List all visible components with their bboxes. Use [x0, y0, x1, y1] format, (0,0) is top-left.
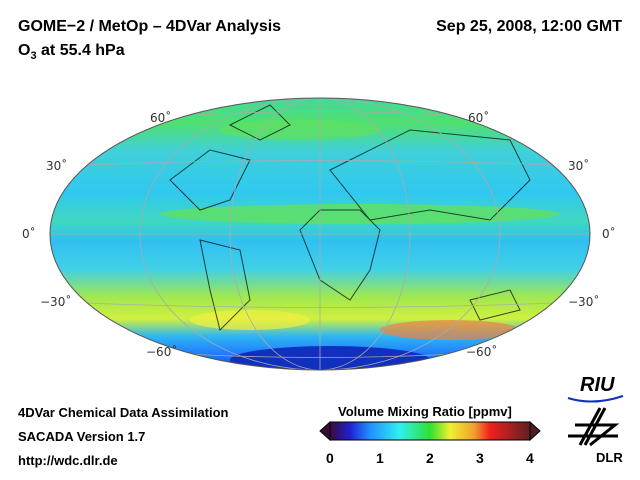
- lat-label-30s-left: −30˚: [40, 295, 72, 309]
- footer-line-2: SACADA Version 1.7: [18, 429, 146, 444]
- species-level: O3 at 55.4 hPa: [18, 42, 125, 62]
- lat-label-30n-left: 30˚: [46, 159, 68, 173]
- riu-logo-wave: [567, 395, 624, 403]
- lat-label-30n-right: 30˚: [568, 159, 590, 173]
- pressure-level: at 55.4 hPa: [36, 42, 125, 59]
- colorbar-max-arrow: [529, 420, 541, 442]
- colorbar-tick-3: 3: [476, 450, 484, 466]
- colorbar: [329, 421, 531, 441]
- colorbar-tick-4: 4: [526, 450, 534, 466]
- riu-logo: RIU: [580, 374, 615, 396]
- lat-label-60s-left: −60˚: [146, 345, 178, 359]
- footer-line-1: 4DVar Chemical Data Assimilation: [18, 405, 229, 420]
- colorbar-title: Volume Mixing Ratio [ppmv]: [338, 404, 512, 419]
- lat-label-60n-left: 60˚: [150, 111, 172, 125]
- colorbar-tick-1: 1: [376, 450, 384, 466]
- dlr-logo-mark: [568, 407, 620, 447]
- dlr-logo-text: DLR: [596, 450, 623, 465]
- ozone-field: [50, 98, 590, 370]
- lat-label-eq-left: 0˚: [22, 227, 36, 241]
- lat-label-30s-right: −30˚: [568, 295, 600, 309]
- species: O: [18, 42, 31, 59]
- lat-label-eq-right: 0˚: [602, 227, 616, 241]
- coastlines: [169, 104, 531, 331]
- footer-url[interactable]: http://wdc.dlr.de: [18, 453, 118, 468]
- datetime: Sep 25, 2008, 12:00 GMT: [436, 18, 622, 35]
- map-title: GOME−2 / MetOp – 4DVar Analysis: [18, 18, 282, 35]
- lat-label-60n-right: 60˚: [468, 111, 490, 125]
- map-border: [49, 97, 591, 371]
- colorbar-tick-2: 2: [426, 450, 434, 466]
- graticule: [50, 98, 590, 370]
- colorbar-min-arrow: [319, 420, 331, 442]
- colorbar-tick-0: 0: [326, 450, 334, 466]
- species-subscript: 3: [30, 50, 37, 63]
- lat-label-60s-right: −60˚: [466, 345, 498, 359]
